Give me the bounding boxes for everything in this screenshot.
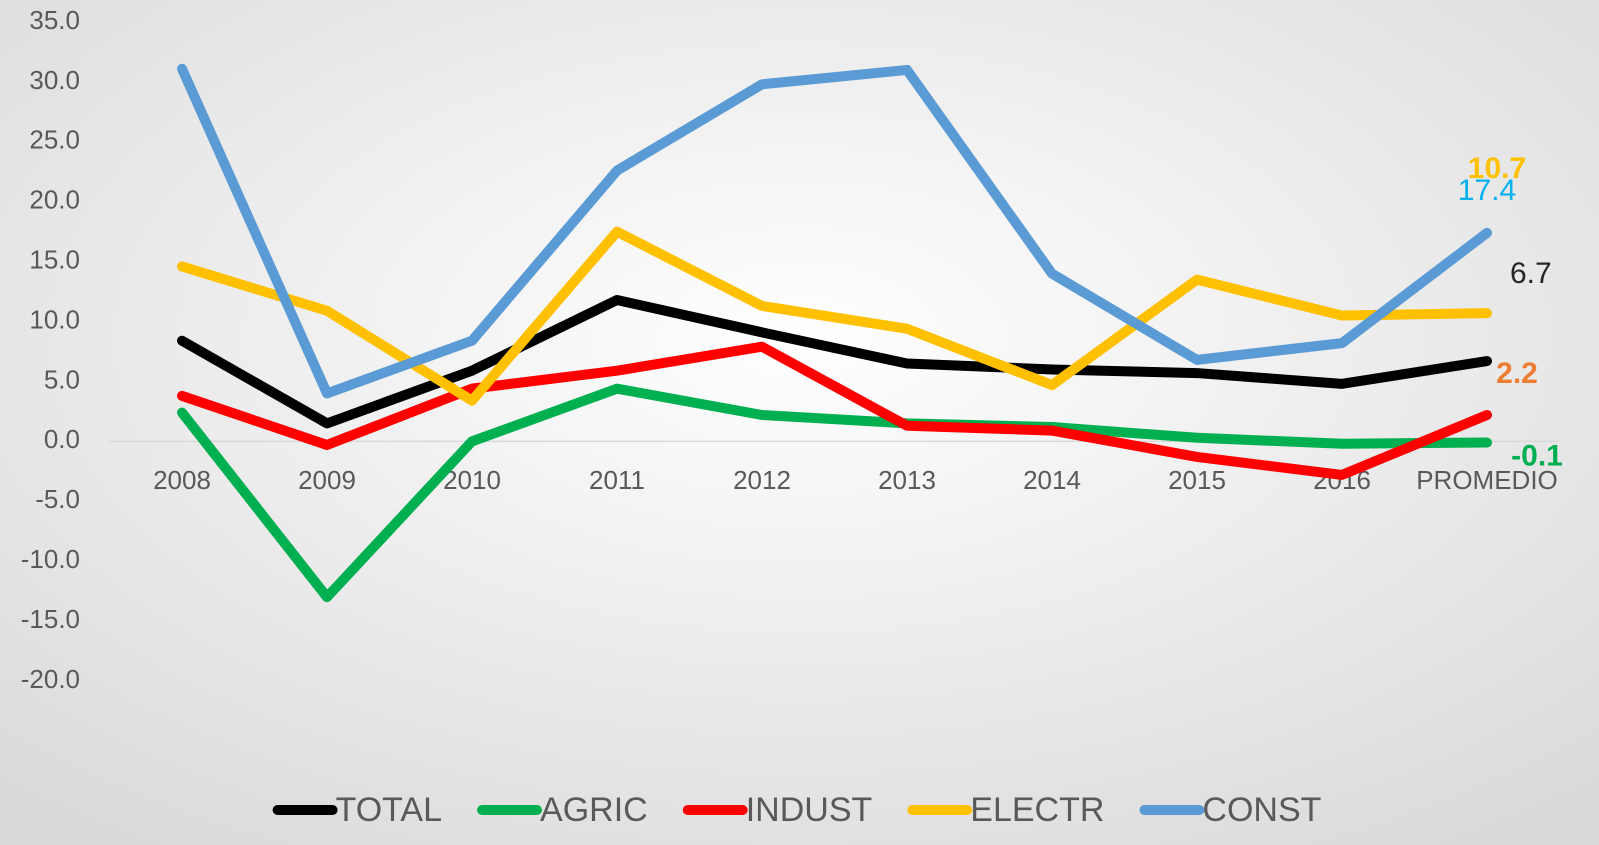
legend-label: INDUST — [746, 791, 873, 829]
y-tick-label: 0.0 — [44, 424, 80, 454]
x-tick-label: 2013 — [878, 465, 936, 495]
y-tick-label: 25.0 — [29, 125, 80, 155]
x-tick-label: 2011 — [589, 465, 645, 495]
y-tick-label: 15.0 — [29, 245, 80, 275]
x-tick-label: 2012 — [733, 465, 791, 495]
legend-label: CONST — [1202, 791, 1321, 829]
data-label: 17.4 — [1458, 174, 1516, 207]
legend-label: TOTAL — [336, 791, 442, 829]
legend-label: ELECTR — [970, 791, 1104, 829]
x-tick-label: 2010 — [443, 465, 501, 495]
series-line — [177, 294, 1492, 429]
x-tick-label: PROMEDIO — [1416, 465, 1558, 495]
y-tick-label: -10.0 — [21, 544, 80, 574]
x-tick-label: 2009 — [298, 465, 356, 495]
y-tick-label: 30.0 — [29, 65, 80, 95]
series-line — [177, 383, 1492, 603]
series-line — [177, 226, 1492, 406]
legend-label: AGRIC — [540, 791, 648, 829]
y-tick-label: -20.0 — [21, 664, 80, 694]
legend-item: TOTAL — [272, 791, 442, 829]
legend-item: INDUST — [682, 791, 873, 829]
x-tick-label: 2014 — [1023, 465, 1081, 495]
y-tick-label: -15.0 — [21, 604, 80, 634]
data-label: -0.1 — [1511, 439, 1563, 472]
x-tick-label: 2015 — [1168, 465, 1226, 495]
x-tick-label: 2008 — [153, 465, 211, 495]
y-tick-label: 10.0 — [29, 304, 80, 334]
legend-item: CONST — [1139, 791, 1321, 829]
y-tick-label: -5.0 — [35, 484, 80, 514]
data-label: 6.7 — [1510, 257, 1552, 290]
legend: TOTAL AGRIC INDUST ELECTR CONST — [272, 791, 1321, 829]
y-tick-label: 20.0 — [29, 185, 80, 215]
series-line — [177, 341, 1492, 480]
y-tick-label: 35.0 — [29, 5, 80, 35]
data-label: 10.7 — [1468, 152, 1526, 185]
series-line — [177, 63, 1492, 399]
legend-item: AGRIC — [477, 791, 648, 829]
y-tick-label: 5.0 — [44, 364, 80, 394]
legend-item: ELECTR — [907, 791, 1104, 829]
data-label: 2.2 — [1496, 357, 1538, 390]
